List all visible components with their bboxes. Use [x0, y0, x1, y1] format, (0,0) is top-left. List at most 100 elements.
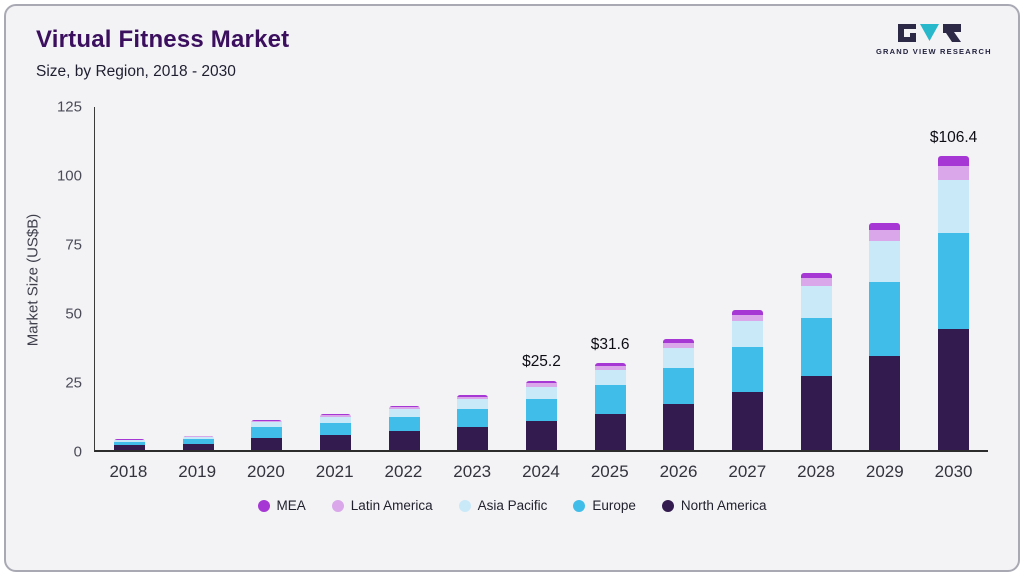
segment-latin-america: [525, 383, 557, 387]
x-tick-label: 2022: [384, 462, 423, 481]
segment-europe: [388, 416, 420, 432]
segment-latin-america: [251, 420, 283, 422]
segment-north-america: [732, 392, 764, 450]
segment-north-america: [525, 421, 557, 450]
plot-area: $25.2 $31.6 $106.4: [94, 107, 988, 452]
legend-dot-europe: [573, 499, 586, 512]
segment-latin-america: [319, 415, 351, 417]
y-tick-label: 100: [56, 167, 82, 185]
x-tick-label: 2025: [590, 462, 629, 481]
y-tick-label: 0: [73, 443, 82, 461]
segment-europe: [663, 368, 695, 404]
segment-latin-america: [457, 396, 489, 399]
page-subtitle: Size, by Region, 2018 - 2030: [36, 63, 236, 80]
segment-europe: [938, 232, 970, 330]
segment-north-america: [113, 445, 145, 450]
segment-mea: [525, 380, 557, 384]
page-title: Virtual Fitness Market: [36, 26, 290, 53]
segment-latin-america: [113, 439, 145, 441]
segment-asia-pacific: [938, 179, 970, 233]
bar-group-2022: [370, 107, 439, 450]
segment-latin-america: [869, 230, 901, 241]
x-tick-label: 2024: [522, 462, 560, 481]
gvr-logo-marks: [876, 24, 984, 43]
segment-europe: [182, 439, 214, 444]
x-tick-label: 2027: [728, 462, 767, 481]
stacked-bar-2022: [388, 405, 420, 450]
y-axis-title-text: Market Size (US$B): [24, 213, 42, 346]
segment-asia-pacific: [319, 416, 351, 424]
y-axis-ticks: 0 25 50 75 100 125: [46, 99, 94, 461]
bar-group-2030: $106.4: [919, 107, 988, 450]
legend-dot-asia-pacific: [458, 499, 471, 512]
stacked-bar-2019: [182, 435, 214, 450]
segment-europe: [800, 318, 832, 377]
segment-north-america: [182, 443, 214, 450]
segment-europe: [251, 427, 283, 438]
stacked-bar-2030: [938, 156, 970, 450]
chart-legend: MEA Latin America Asia Pacific Europe North …: [6, 498, 1018, 513]
value-annotation-2030: $106.4: [929, 129, 978, 147]
segment-latin-america: [732, 314, 764, 322]
legend-item-asia-pacific: Asia Pacific: [458, 498, 548, 513]
legend-dot-north-america: [661, 499, 674, 512]
segment-europe: [594, 385, 626, 414]
segment-latin-america: [800, 278, 832, 287]
y-tick-label: 50: [65, 305, 82, 323]
bar-group-2024: $25.2: [507, 107, 576, 450]
bar-group-2020: [232, 107, 301, 450]
segment-mea: [594, 362, 626, 366]
x-tick-label: 2030: [934, 462, 973, 481]
segment-north-america: [594, 413, 626, 450]
legend-item-north-america: North America: [661, 498, 766, 513]
legend-label: Asia Pacific: [477, 498, 548, 513]
segment-mea: [251, 419, 283, 421]
x-tick-label: 2023: [453, 462, 492, 481]
y-axis-title: Market Size (US$B): [20, 107, 46, 452]
segment-europe: [732, 346, 764, 393]
segment-europe: [457, 408, 489, 427]
x-tick-label: 2018: [109, 462, 148, 481]
legend-dot-mea: [257, 499, 270, 512]
y-tick-label: 125: [56, 98, 82, 116]
stacked-bar-2026: [663, 339, 695, 450]
segment-latin-america: [938, 165, 970, 180]
segment-mea: [800, 272, 832, 279]
segment-asia-pacific: [457, 398, 489, 409]
x-tick-label: 2029: [865, 462, 904, 481]
legend-item-latin-america: Latin America: [331, 498, 433, 513]
stacked-bar-chart: Market Size (US$B) 0 25 50 75 100 125 $25.2 $3…: [20, 99, 988, 461]
y-tick-label: 75: [65, 236, 82, 254]
x-tick-label: 2019: [178, 462, 217, 481]
segment-north-america: [457, 426, 489, 450]
segment-mea: [182, 435, 214, 437]
segment-north-america: [800, 376, 832, 450]
bar-group-2028: [782, 107, 851, 450]
legend-label: Latin America: [350, 498, 433, 513]
segment-europe: [525, 398, 557, 422]
stacked-bar-2028: [800, 272, 832, 450]
stacked-bar-2023: [457, 394, 489, 450]
x-tick-label: 2028: [797, 462, 835, 481]
x-tick-label: 2021: [315, 462, 354, 481]
segment-mea: [938, 156, 970, 166]
segment-latin-america: [594, 365, 626, 370]
segment-mea: [869, 223, 901, 231]
segment-latin-america: [182, 436, 214, 438]
segment-europe: [869, 281, 901, 357]
bar-group-2029: [851, 107, 920, 450]
stacked-bar-2018: [113, 439, 145, 450]
legend-item-europe: Europe: [573, 498, 636, 513]
segment-north-america: [938, 329, 970, 450]
stacked-bar-2029: [869, 223, 901, 450]
bar-group-2027: [713, 107, 782, 450]
segment-north-america: [869, 356, 901, 450]
legend-dot-latin-america: [331, 499, 344, 512]
segment-mea: [663, 339, 695, 343]
segment-asia-pacific: [800, 286, 832, 319]
segment-europe: [113, 441, 145, 446]
segment-asia-pacific: [594, 369, 626, 386]
segment-north-america: [663, 403, 695, 450]
bar-group-2026: [645, 107, 714, 450]
gvr-logo-text: GRAND VIEW RESEARCH: [876, 47, 992, 56]
